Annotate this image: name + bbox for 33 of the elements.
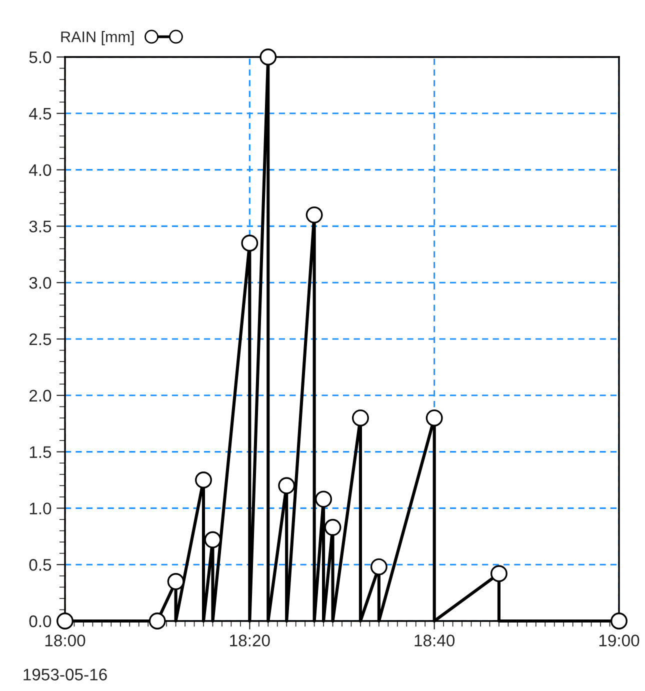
point — [352, 409, 369, 426]
text: 1953-05-16 — [24, 668, 107, 680]
point — [204, 531, 222, 548]
point — [370, 558, 388, 576]
point — [148, 612, 166, 630]
y-tick-label: 4.0 — [29, 164, 52, 176]
x-tick-label: 18:00 — [45, 634, 86, 646]
y-tick-label: 3.5 — [29, 220, 52, 232]
point — [167, 573, 184, 590]
point — [278, 477, 296, 494]
y-tick-label: 1.0 — [30, 502, 52, 514]
point — [56, 612, 74, 630]
point — [195, 472, 212, 488]
y-tick-label: 2.0 — [29, 390, 52, 402]
point — [306, 206, 323, 224]
point — [490, 565, 508, 582]
x-tick-label: 19:00 — [599, 634, 640, 646]
y-tick-label: 0.0 — [29, 615, 52, 628]
x-tick-label: 18:20 — [230, 634, 270, 646]
point — [241, 234, 258, 252]
y-tick-label: 2.5 — [29, 333, 52, 346]
point — [315, 490, 332, 508]
point — [426, 409, 443, 426]
x-tick-label: 18:40 — [414, 634, 455, 646]
y-tick-label: 4.5 — [29, 108, 52, 120]
point — [260, 48, 277, 66]
point — [324, 518, 342, 536]
y-tick-label: 5.0 — [29, 51, 52, 64]
point — [610, 612, 628, 630]
legend-label: RAIN [mm] — [61, 31, 134, 46]
y-tick-label: 0.5 — [29, 559, 52, 571]
y-tick-label: 3.0 — [29, 277, 52, 289]
y-tick-label: 1.5 — [30, 446, 52, 458]
